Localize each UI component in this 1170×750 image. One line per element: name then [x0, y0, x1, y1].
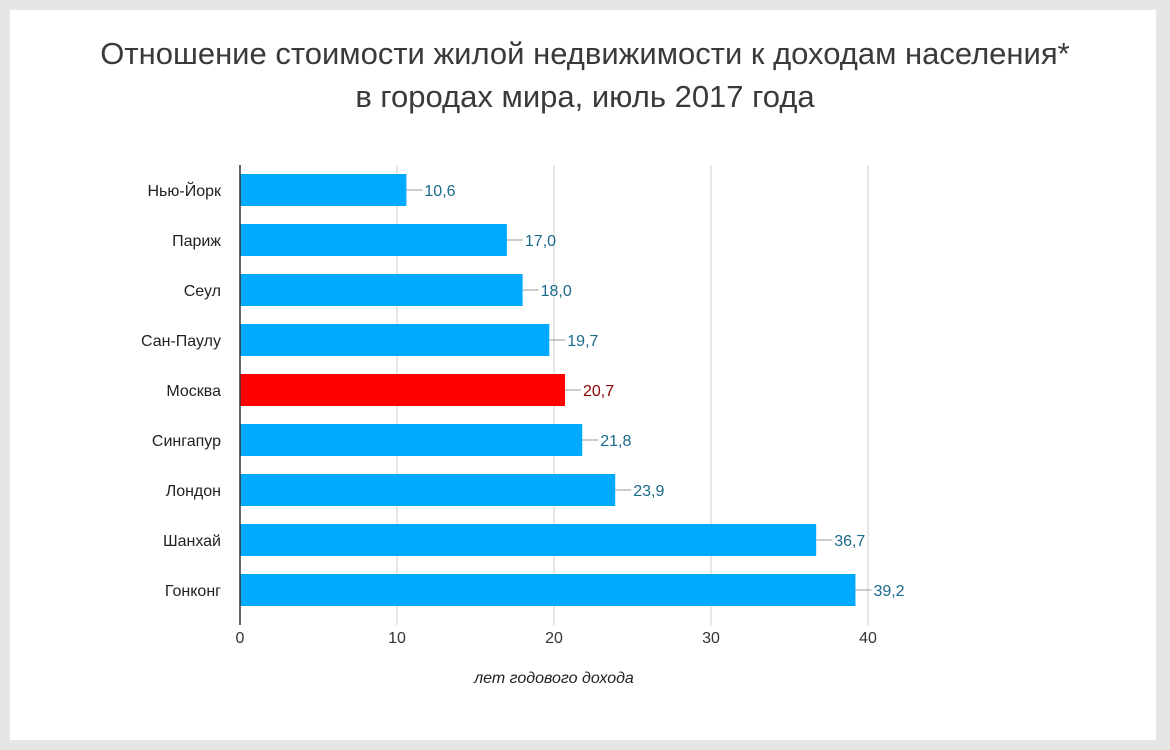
- x-tick-label: 30: [702, 630, 720, 647]
- category-label: Сеул: [184, 283, 221, 300]
- value-label: 23,9: [633, 483, 664, 500]
- value-label: 10,6: [424, 183, 455, 200]
- category-label: Гонконг: [165, 583, 221, 600]
- x-tick-label: 0: [236, 630, 245, 647]
- bar: [240, 374, 565, 406]
- value-label: 36,7: [834, 533, 865, 550]
- bar: [240, 474, 616, 506]
- category-label: Нью-Йорк: [147, 181, 222, 200]
- category-label: Париж: [172, 233, 221, 250]
- category-label: Шанхай: [163, 533, 221, 550]
- chart-title-line-2: в городах мира, июль 2017 года: [355, 79, 815, 114]
- bar: [240, 424, 583, 456]
- category-label: Лондон: [166, 483, 221, 500]
- x-tick-label: 10: [388, 630, 406, 647]
- value-label: 21,8: [600, 433, 631, 450]
- category-label: Сингапур: [152, 433, 221, 450]
- bar: [240, 274, 523, 306]
- chart-card: [10, 10, 1156, 740]
- bar: [240, 524, 817, 556]
- bar: [240, 224, 507, 256]
- x-tick-label: 40: [859, 630, 877, 647]
- value-label: 20,7: [583, 383, 614, 400]
- bar: [240, 174, 407, 206]
- x-axis-title: лет годового дохода: [473, 670, 634, 687]
- bar: [240, 324, 550, 356]
- value-label: 39,2: [873, 583, 904, 600]
- x-tick-label: 20: [545, 630, 563, 647]
- category-label: Москва: [166, 383, 221, 400]
- value-label: 17,0: [525, 233, 556, 250]
- chart-title-line-1: Отношение стоимости жилой недвижимости к…: [100, 36, 1070, 71]
- value-label: 18,0: [541, 283, 572, 300]
- value-label: 19,7: [567, 333, 598, 350]
- category-label: Сан-Паулу: [141, 333, 221, 350]
- bar: [240, 574, 856, 606]
